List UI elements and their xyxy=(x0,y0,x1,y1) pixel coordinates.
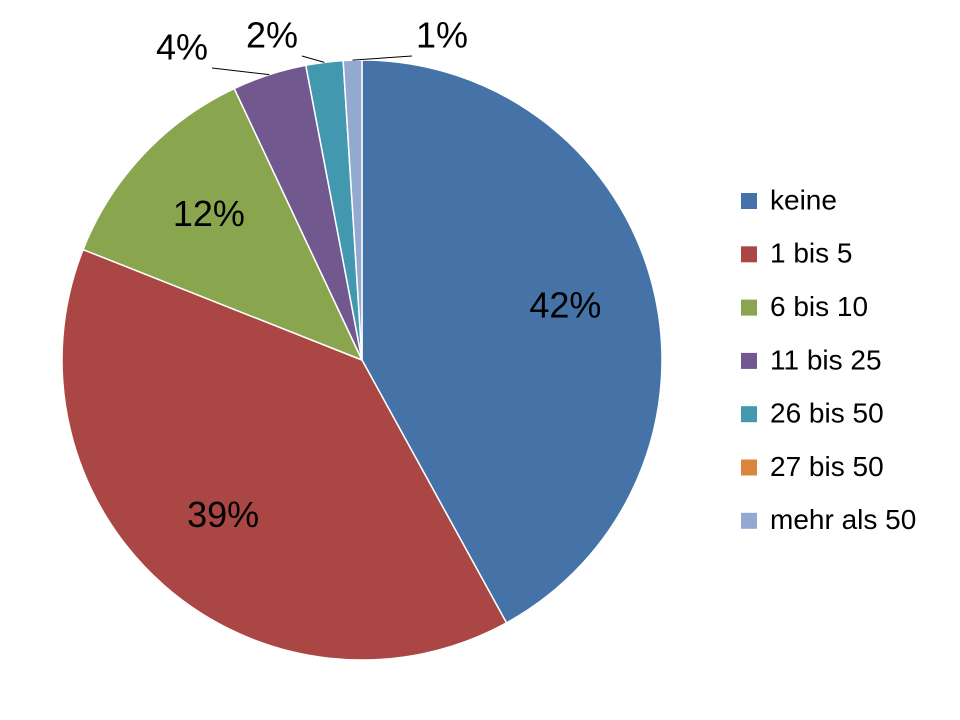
pie-slice xyxy=(82,87,364,362)
legend-label: 1 bis 5 xyxy=(770,238,853,269)
legend-swatch xyxy=(741,512,757,529)
legend-swatch xyxy=(741,406,757,423)
legend-label: 27 bis 50 xyxy=(770,451,884,482)
leader-line xyxy=(301,55,325,63)
legend-swatch xyxy=(741,352,757,369)
data-label: 4% xyxy=(156,27,208,68)
legend-label: keine xyxy=(770,184,837,215)
legend-swatch xyxy=(741,193,757,209)
legend-label: mehr als 50 xyxy=(770,504,916,535)
legend-swatch xyxy=(741,459,757,476)
legend-label: 6 bis 10 xyxy=(770,291,868,322)
data-label: 1% xyxy=(416,15,468,56)
pie-slice xyxy=(361,59,663,624)
legend-swatch xyxy=(741,246,757,263)
legend-swatch xyxy=(741,299,757,316)
data-label: 39% xyxy=(187,494,259,535)
leader-line xyxy=(211,67,270,76)
legend-label: 26 bis 50 xyxy=(770,398,884,429)
legend-label: 11 bis 25 xyxy=(770,344,882,375)
leader-line xyxy=(352,55,413,61)
data-label: 42% xyxy=(529,284,601,325)
data-label: 12% xyxy=(173,193,245,234)
pie-slice xyxy=(61,248,508,661)
data-label: 2% xyxy=(246,15,298,56)
